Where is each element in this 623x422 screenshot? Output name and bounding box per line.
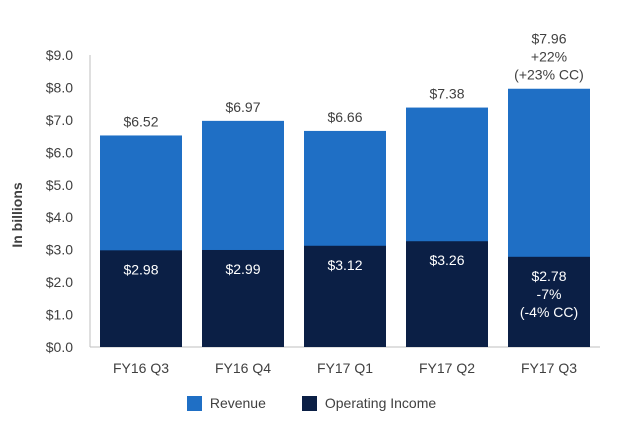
x-tick-label: FY16 Q3: [113, 360, 169, 376]
legend-label-revenue: Revenue: [209, 395, 266, 411]
revenue-data-label: $6.52: [123, 113, 158, 129]
y-tick-label: $9.0: [46, 47, 73, 63]
x-tick-label: FY17 Q1: [317, 360, 373, 376]
x-tick-label: FY17 Q2: [419, 360, 475, 376]
y-tick-label: $2.0: [46, 274, 73, 290]
operating-income-data-label: -7%: [537, 286, 562, 302]
legend: Revenue Operating Income: [0, 395, 623, 411]
legend-label-operating-income: Operating Income: [324, 395, 437, 411]
bar-operating-income: [508, 256, 590, 347]
x-axis: FY16 Q3 FY16 Q4 FY17 Q1 FY17 Q2 FY17 Q3: [113, 360, 577, 376]
operating-income-data-label: (-4% CC): [520, 304, 578, 320]
y-tick-label: $0.0: [46, 339, 73, 355]
operating-income-data-label: $2.99: [225, 261, 260, 277]
revenue-data-label: +22%: [531, 49, 567, 65]
operating-income-data-label: $3.12: [327, 257, 362, 273]
x-tick-label: FY17 Q3: [521, 360, 577, 376]
legend-item-operating-income: Operating Income: [301, 395, 437, 411]
revenue-data-label: $7.38: [429, 86, 464, 102]
bar-operating-income: [100, 250, 182, 347]
y-tick-label: $4.0: [46, 209, 73, 225]
x-tick-label: FY16 Q4: [215, 360, 271, 376]
bar-operating-income: [202, 249, 284, 347]
legend-swatch-operating-income: [301, 395, 317, 411]
revenue-data-label: $6.97: [225, 99, 260, 115]
revenue-data-label: (+23% CC): [514, 67, 584, 83]
bar-operating-income: [406, 241, 488, 347]
y-tick-label: $7.0: [46, 112, 73, 128]
data-labels: $6.52 $2.98 $6.97 $2.99 $6.66 $3.12 $7.38 $3.26…: [123, 31, 583, 320]
y-tick-label: $8.0: [46, 79, 73, 95]
operating-income-data-label: $2.78: [531, 268, 566, 284]
y-axis-label: In billions: [9, 182, 25, 248]
bars: [100, 88, 590, 348]
y-tick-label: $1.0: [46, 307, 73, 323]
operating-income-data-label: $3.26: [429, 252, 464, 268]
revenue-data-label: $7.96: [531, 31, 566, 47]
y-tick-label: $3.0: [46, 242, 73, 258]
legend-swatch-revenue: [186, 395, 202, 411]
revenue-data-label: $6.66: [327, 109, 362, 125]
y-tick-label: $6.0: [46, 144, 73, 160]
operating-income-data-label: $2.98: [123, 261, 158, 277]
legend-item-revenue: Revenue: [186, 395, 266, 411]
revenue-income-chart: $0.0 $1.0 $2.0 $3.0 $4.0 $5.0 $6.0 $7.0 $8.0 $9.0…: [9, 31, 600, 376]
y-tick-label: $5.0: [46, 177, 73, 193]
bar-operating-income: [304, 245, 386, 347]
